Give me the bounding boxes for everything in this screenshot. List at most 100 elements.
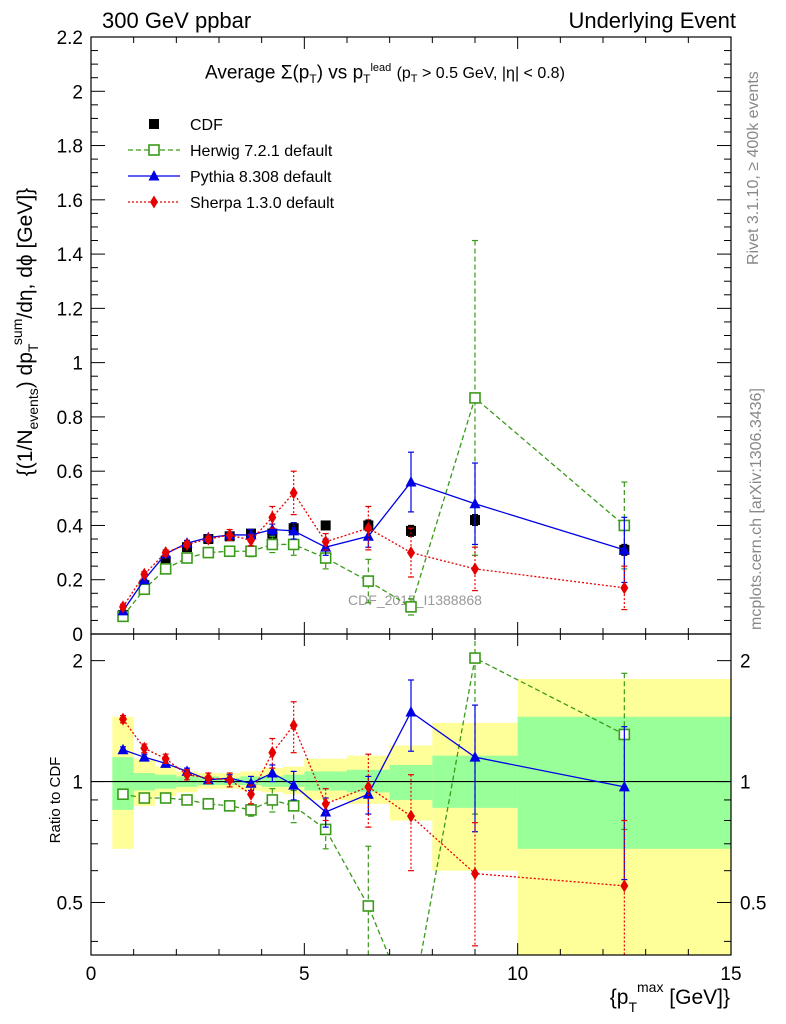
data-point: [247, 787, 255, 801]
header-right: Underlying Event: [568, 8, 736, 33]
header-left: 300 GeV ppbar: [102, 8, 252, 33]
y-tick-label: 2.2: [57, 28, 83, 49]
data-point: [405, 476, 417, 487]
data-point: [181, 794, 193, 806]
y-tick-label: 0.6: [57, 462, 83, 483]
data-point: [268, 510, 277, 524]
data-point: [362, 900, 375, 912]
y-tick-label: 1.2: [57, 299, 83, 320]
legend-item: Sherpa 1.3.0 default: [128, 195, 335, 212]
y-axis-label: {(1/Nevents) dpTsum/dη, dϕ [GeV]}: [9, 188, 41, 476]
legend-item: CDF: [149, 117, 223, 134]
ratio-series-herwig: [117, 634, 631, 955]
data-point: [117, 743, 129, 755]
data-point: [161, 546, 170, 560]
data-point: [183, 768, 191, 782]
data-point: [469, 497, 481, 509]
data-point: [469, 751, 481, 762]
data-point: [223, 800, 236, 812]
y-tick-label: 1: [72, 773, 83, 794]
chart-title: Average Σ(pT) vs pTlead (pT > 0.5 GeV, |…: [205, 62, 565, 87]
data-point: [183, 537, 191, 551]
data-point: [620, 879, 629, 893]
data-point: [117, 788, 129, 801]
y-tick-label: 1: [72, 354, 83, 375]
y-tick-label: 0.4: [57, 516, 84, 537]
data-point: [266, 767, 278, 778]
y-tick-label: 0: [72, 625, 83, 646]
data-point: [287, 538, 300, 551]
y-tick-label: 1.8: [57, 137, 83, 158]
y-tick-label: 0.8: [57, 408, 83, 429]
ratio-series-sherpa: [119, 701, 629, 955]
series-herwig: [117, 239, 631, 623]
legend-label: Herwig 7.2.1 default: [190, 143, 333, 160]
data-point: [159, 563, 172, 575]
legend-marker: [150, 195, 158, 209]
data-point: [159, 792, 172, 804]
data-point: [225, 773, 234, 787]
data-point: [225, 528, 234, 542]
legend: CDF Herwig 7.2.1 default Pythia 8.308 defa…: [128, 117, 335, 212]
data-point: [405, 705, 417, 717]
ratio-axis-label: Ratio to CDF: [47, 757, 64, 844]
legend-label: Pythia 8.308 default: [190, 169, 332, 186]
series-line: [122, 491, 625, 608]
data-point: [618, 543, 630, 555]
data-point: [245, 545, 257, 558]
legend-item: Herwig 7.2.1 default: [128, 143, 333, 160]
data-point: [247, 533, 255, 547]
data-point: [362, 575, 375, 587]
legend-marker: [149, 119, 159, 129]
data-point: [320, 805, 332, 817]
y-tick-label: 0.2: [57, 571, 83, 592]
data-point: [138, 792, 151, 804]
data-point: [288, 779, 300, 790]
data-point: [202, 798, 215, 810]
data-point: [160, 555, 171, 566]
data-point: [119, 600, 127, 614]
data-point: [471, 562, 479, 576]
data-point: [471, 867, 479, 881]
data-point: [320, 520, 331, 531]
data-point: [289, 718, 298, 732]
data-point: [321, 797, 330, 811]
x-tick-label: 15: [720, 964, 741, 985]
band-inner: [389, 764, 433, 800]
data-point: [364, 780, 373, 794]
legend-marker: [148, 144, 160, 156]
data-point: [223, 545, 236, 558]
y-tick-label: 1.6: [57, 191, 83, 212]
data-point: [362, 788, 374, 799]
legend-marker: [148, 170, 160, 181]
y-tick-label-right: 1: [740, 773, 751, 794]
x-tick-label: 10: [507, 964, 528, 985]
data-point: [407, 809, 415, 823]
legend-label: Sherpa 1.3.0 default: [190, 195, 335, 212]
data-point: [321, 535, 330, 549]
data-point: [140, 567, 149, 581]
data-point: [161, 752, 170, 766]
x-tick-label: 5: [299, 964, 310, 985]
band-inner: [304, 771, 347, 791]
data-point: [204, 532, 213, 546]
legend-item: Pythia 8.308 default: [128, 169, 332, 186]
data-point: [406, 525, 416, 536]
y-tick-label: 0.5: [57, 893, 83, 914]
x-tick-label: 0: [86, 964, 97, 985]
data-point: [181, 552, 193, 564]
data-point: [364, 521, 373, 535]
y-tick-label-right: 0.5: [740, 893, 766, 914]
data-point: [407, 546, 415, 560]
data-point: [405, 601, 417, 613]
data-point: [266, 523, 278, 535]
watermark: CDF_2015_I1388868: [348, 592, 482, 608]
y-tick-label: 2: [72, 652, 83, 673]
data-point: [288, 524, 300, 536]
data-point: [204, 771, 213, 785]
data-point: [268, 746, 277, 760]
series-line: [122, 718, 625, 887]
data-point: [266, 538, 279, 551]
data-point: [620, 581, 629, 595]
y-tick-label: 1.4: [57, 245, 84, 266]
